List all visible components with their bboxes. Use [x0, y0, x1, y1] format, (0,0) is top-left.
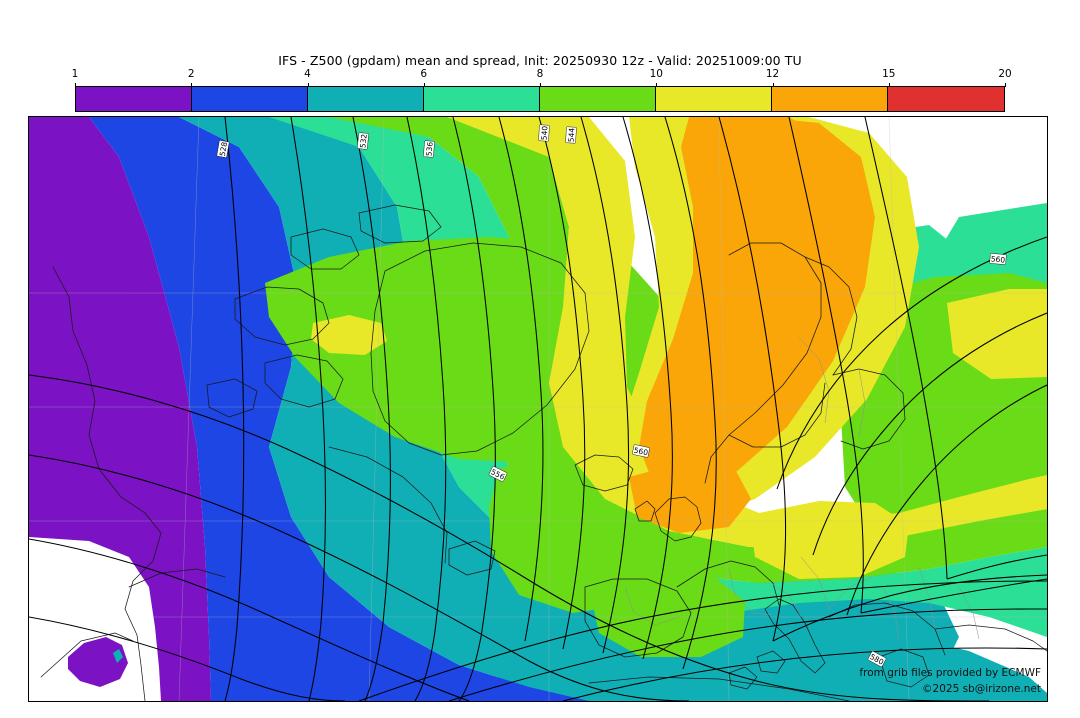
colorbar-band-2-4 — [192, 87, 308, 111]
spread-band-10e — [749, 501, 909, 579]
colorbar-tickmark-4 — [307, 83, 309, 87]
svg-text:528: 528 — [218, 141, 229, 157]
colorbar-tick-20: 20 — [998, 68, 1012, 80]
graticule — [29, 117, 1047, 701]
colorbar-tick-1: 1 — [71, 68, 79, 80]
colorbar-tickmark-6 — [423, 83, 425, 87]
coastlines — [40, 204, 1047, 701]
colorbar-bands — [75, 86, 1005, 112]
page-title: IFS - Z500 (gpdam) mean and spread, Init… — [278, 53, 802, 68]
svg-text:560: 560 — [990, 254, 1005, 264]
colorbar — [75, 86, 1005, 112]
spread-island-teal-dot — [113, 649, 123, 663]
colorbar-band-15-20 — [888, 87, 1004, 111]
colorbar-tickmark-20 — [1005, 83, 1006, 87]
colorbar-tick-6: 6 — [420, 68, 428, 80]
spread-band-8 — [329, 117, 1047, 583]
svg-text:544: 544 — [567, 127, 577, 142]
colorbar-tickmark-8 — [540, 83, 541, 87]
colorbar-band-12-15 — [772, 87, 888, 111]
spread-band-10d — [947, 289, 1047, 379]
svg-text:536: 536 — [424, 141, 434, 156]
colorbar-band-8-10 — [540, 87, 656, 111]
colorbar-tick-labels: 1 2 4 6 8 10 12 15 20 — [71, 68, 1012, 87]
weather-map[interactable]: 528 532 536 540 544 — [28, 116, 1048, 702]
colorbar-tick-10: 10 — [649, 68, 663, 80]
colorbar-tick-15: 15 — [882, 68, 896, 80]
copyright-notice: ©2025 sb@irizone.net — [922, 683, 1041, 695]
country-borders — [624, 336, 980, 642]
colorbar-tick-8: 8 — [536, 68, 544, 80]
spread-band-12c — [629, 461, 751, 533]
spread-band-10 — [447, 117, 1047, 547]
colorbar-tickmark-12 — [772, 83, 774, 87]
map-canvas: 528 532 536 540 544 — [29, 117, 1047, 701]
colorbar-tickmark-1 — [75, 83, 76, 87]
spread-island-purple-2 — [68, 637, 128, 687]
colorbar-band-1-2 — [76, 87, 192, 111]
colorbar-band-10-12 — [656, 87, 772, 111]
colorbar-band-6-8 — [424, 87, 540, 111]
colorbar-band-4-6 — [308, 87, 424, 111]
svg-text:560: 560 — [633, 446, 649, 458]
colorbar-tickmark-15 — [888, 83, 890, 87]
spread-band-12b — [669, 117, 841, 453]
colorbar-tick-2: 2 — [187, 68, 195, 80]
svg-text:540: 540 — [540, 125, 550, 140]
spread-band-10c — [311, 315, 387, 355]
height-contours — [29, 117, 1047, 701]
colorbar-tickmark-10 — [656, 83, 658, 87]
colorbar-tick-4: 4 — [304, 68, 311, 80]
svg-text:532: 532 — [358, 133, 368, 148]
data-source-credit: from grib files provided by ECMWF — [859, 667, 1041, 679]
spread-band-2 — [89, 117, 589, 701]
colorbar-tickmark-2 — [191, 83, 193, 87]
colorbar-tick-12: 12 — [765, 68, 780, 80]
